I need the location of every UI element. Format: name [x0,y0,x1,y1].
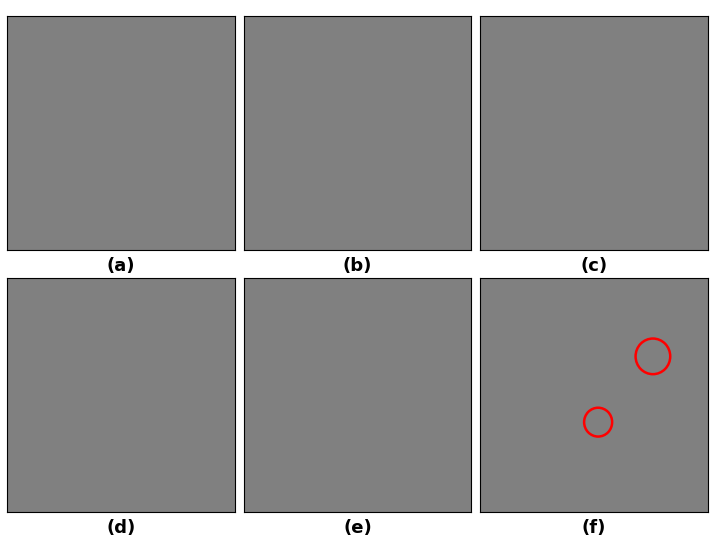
X-axis label: (c): (c) [581,257,608,275]
X-axis label: (d): (d) [107,519,136,537]
X-axis label: (b): (b) [342,257,373,275]
X-axis label: (e): (e) [343,519,372,537]
X-axis label: (a): (a) [107,257,135,275]
X-axis label: (f): (f) [582,519,606,537]
